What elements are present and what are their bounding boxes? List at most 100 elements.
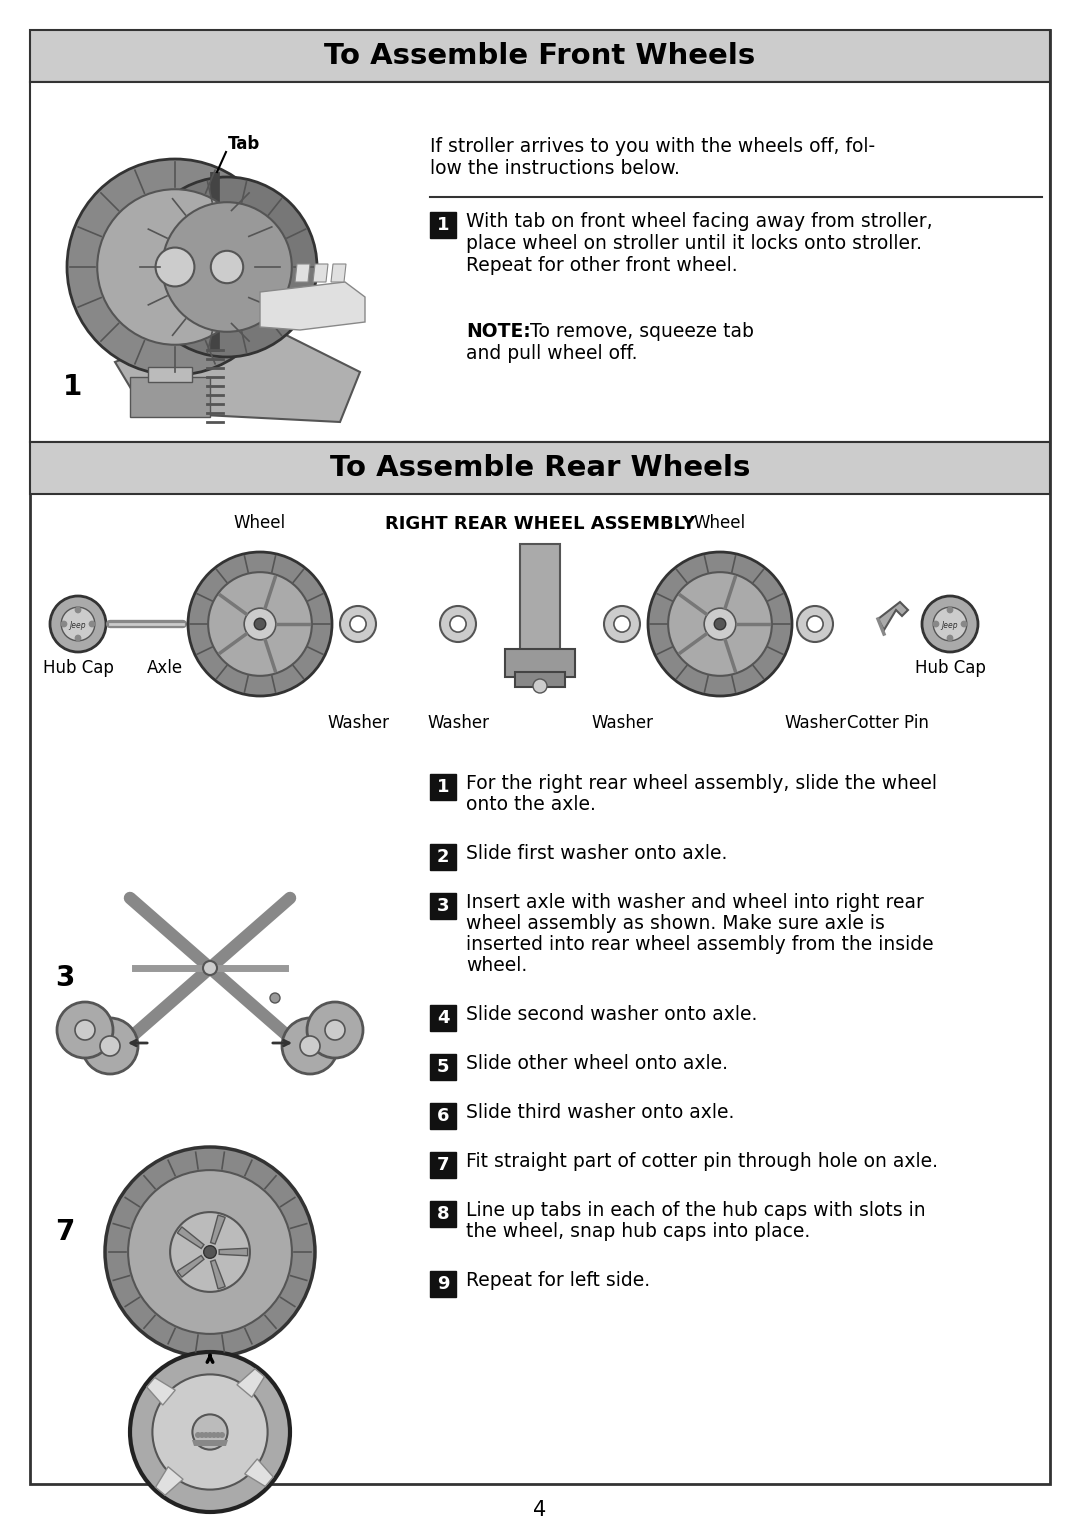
Text: onto the axle.: onto the axle. xyxy=(465,795,596,815)
Bar xyxy=(430,1152,456,1178)
Circle shape xyxy=(613,615,630,632)
Polygon shape xyxy=(177,1255,204,1278)
Text: place wheel on stroller until it locks onto stroller.: place wheel on stroller until it locks o… xyxy=(465,235,922,253)
Polygon shape xyxy=(192,1440,228,1447)
Text: Repeat for other front wheel.: Repeat for other front wheel. xyxy=(465,256,738,275)
Circle shape xyxy=(300,1035,320,1055)
Bar xyxy=(505,649,575,676)
Text: Washer: Washer xyxy=(784,713,846,732)
Text: 2: 2 xyxy=(436,848,449,867)
Polygon shape xyxy=(211,1215,226,1244)
Circle shape xyxy=(270,992,280,1003)
Polygon shape xyxy=(878,601,908,630)
Circle shape xyxy=(203,960,217,976)
Polygon shape xyxy=(156,1467,183,1496)
Bar xyxy=(130,377,210,417)
Circle shape xyxy=(75,635,81,641)
Text: 3: 3 xyxy=(436,897,449,914)
Circle shape xyxy=(75,606,81,614)
Polygon shape xyxy=(219,1249,247,1256)
Bar xyxy=(430,1103,456,1129)
Bar xyxy=(430,212,456,238)
Circle shape xyxy=(204,1246,216,1258)
Circle shape xyxy=(137,176,318,357)
Text: To Assemble Rear Wheels: To Assemble Rear Wheels xyxy=(329,454,751,482)
Text: Washer: Washer xyxy=(427,713,489,732)
Circle shape xyxy=(100,1035,120,1055)
Circle shape xyxy=(947,635,954,641)
Text: Jeep: Jeep xyxy=(942,621,958,630)
Text: low the instructions below.: low the instructions below. xyxy=(430,160,680,178)
Text: To Assemble Front Wheels: To Assemble Front Wheels xyxy=(324,41,756,71)
Circle shape xyxy=(188,552,332,696)
Circle shape xyxy=(195,1433,201,1437)
Circle shape xyxy=(105,1147,315,1358)
Circle shape xyxy=(450,615,467,632)
Text: 6: 6 xyxy=(436,1108,449,1124)
Circle shape xyxy=(171,1212,249,1292)
Circle shape xyxy=(807,615,823,632)
Text: Insert axle with washer and wheel into right rear: Insert axle with washer and wheel into r… xyxy=(465,893,923,913)
Circle shape xyxy=(162,202,292,331)
Text: 4: 4 xyxy=(534,1500,546,1520)
Polygon shape xyxy=(211,1259,226,1289)
Circle shape xyxy=(89,621,95,627)
Polygon shape xyxy=(313,264,328,282)
Bar xyxy=(30,442,1050,494)
Polygon shape xyxy=(330,264,346,282)
Circle shape xyxy=(933,621,940,627)
Circle shape xyxy=(219,1433,225,1437)
Text: Slide second washer onto axle.: Slide second washer onto axle. xyxy=(465,1005,757,1025)
Text: For the right rear wheel assembly, slide the wheel: For the right rear wheel assembly, slide… xyxy=(465,775,937,793)
Text: wheel assembly as shown. Make sure axle is: wheel assembly as shown. Make sure axle … xyxy=(465,914,885,933)
Text: Wheel: Wheel xyxy=(694,514,746,532)
Text: Washer: Washer xyxy=(327,713,389,732)
Circle shape xyxy=(62,607,95,641)
Text: 3: 3 xyxy=(55,963,75,992)
Text: 7: 7 xyxy=(55,1218,75,1246)
Text: 4: 4 xyxy=(436,1009,449,1026)
Text: NOTE:: NOTE: xyxy=(465,322,530,341)
Polygon shape xyxy=(177,1227,204,1249)
Text: 7: 7 xyxy=(436,1157,449,1174)
Circle shape xyxy=(67,160,283,374)
Circle shape xyxy=(350,615,366,632)
Text: RIGHT REAR WHEEL ASSEMBLY: RIGHT REAR WHEEL ASSEMBLY xyxy=(384,515,696,532)
Circle shape xyxy=(211,250,243,284)
Circle shape xyxy=(203,1433,210,1437)
Text: 5: 5 xyxy=(436,1058,449,1075)
Circle shape xyxy=(282,1019,338,1074)
Circle shape xyxy=(960,621,968,627)
Text: Slide third washer onto axle.: Slide third washer onto axle. xyxy=(465,1103,734,1121)
Text: If stroller arrives to you with the wheels off, fol-: If stroller arrives to you with the whee… xyxy=(430,137,875,156)
Text: inserted into rear wheel assembly from the inside: inserted into rear wheel assembly from t… xyxy=(465,936,933,954)
Bar xyxy=(148,367,192,382)
Text: Washer: Washer xyxy=(591,713,653,732)
Circle shape xyxy=(129,1170,292,1335)
Circle shape xyxy=(207,1433,213,1437)
Bar xyxy=(430,893,456,919)
Circle shape xyxy=(534,680,546,693)
Text: wheel.: wheel. xyxy=(465,956,527,976)
Circle shape xyxy=(208,572,312,676)
Circle shape xyxy=(933,607,967,641)
Circle shape xyxy=(215,1433,221,1437)
Polygon shape xyxy=(295,264,310,282)
Polygon shape xyxy=(237,1368,265,1397)
Text: Tab: Tab xyxy=(228,135,260,153)
Text: To remove, squeeze tab: To remove, squeeze tab xyxy=(518,322,754,341)
Text: Slide other wheel onto axle.: Slide other wheel onto axle. xyxy=(465,1054,728,1072)
Circle shape xyxy=(152,1374,268,1490)
Text: Cotter Pin: Cotter Pin xyxy=(847,713,929,732)
Polygon shape xyxy=(260,282,365,330)
Text: and pull wheel off.: and pull wheel off. xyxy=(465,344,637,364)
Text: 9: 9 xyxy=(436,1275,449,1293)
Circle shape xyxy=(57,1002,113,1058)
Bar xyxy=(30,81,1050,442)
Bar xyxy=(430,1005,456,1031)
Text: With tab on front wheel facing away from stroller,: With tab on front wheel facing away from… xyxy=(465,212,933,232)
Bar xyxy=(430,844,456,870)
Text: 1: 1 xyxy=(63,373,82,400)
Circle shape xyxy=(199,1433,205,1437)
Circle shape xyxy=(82,1019,138,1074)
